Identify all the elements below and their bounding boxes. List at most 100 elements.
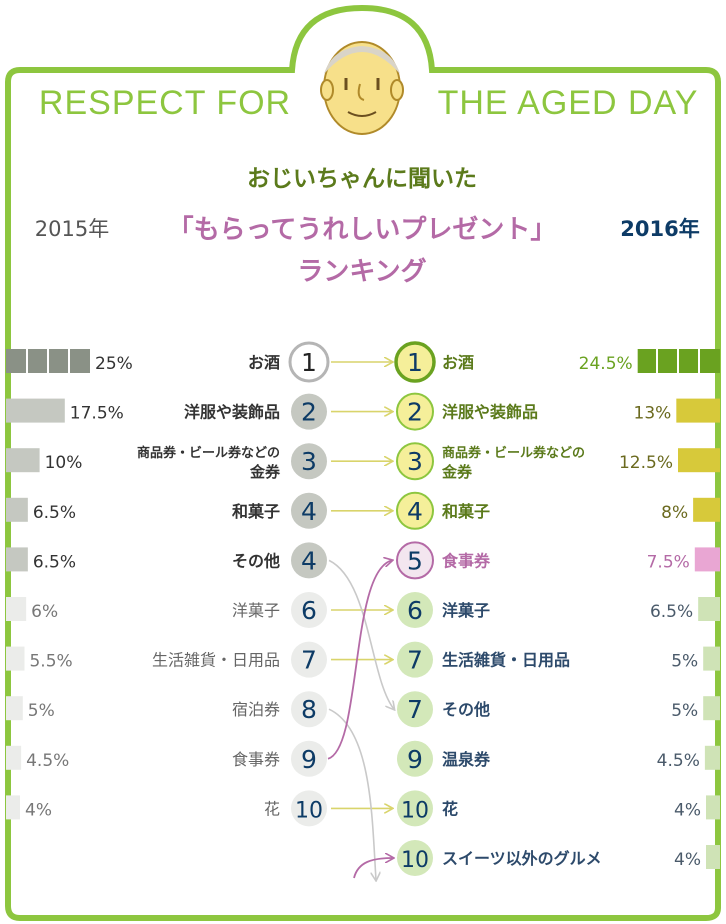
rank-number-2016: 6 [407, 596, 423, 625]
value-2015: 4% [25, 800, 52, 820]
label-2016: 金券 [441, 463, 473, 481]
bar-2016 [678, 448, 720, 473]
value-2016: 5% [671, 701, 698, 721]
value-2016: 12.5% [619, 453, 673, 473]
rank-number-2015: 4 [301, 497, 317, 526]
rank-circle-2015 [291, 691, 327, 728]
rank-number-2016: 9 [407, 745, 423, 774]
rank-number-2016: 2 [407, 398, 423, 427]
value-2016: 4% [674, 800, 701, 820]
rank-circle-2015 [291, 492, 327, 529]
value-2015: 6.5% [33, 503, 76, 523]
label-2016: その他 [442, 700, 490, 719]
rank-circle-2016 [396, 491, 434, 530]
bar-2015 [6, 795, 20, 820]
heading-line2: ランキング [297, 257, 426, 287]
rank-number-2015: 4 [301, 546, 317, 575]
value-2016: 13% [634, 404, 672, 424]
label-2016: 洋菓子 [442, 601, 490, 620]
rank-circle-2016 [396, 392, 434, 431]
rank-circle-2016 [397, 641, 433, 678]
rank-circle-2016 [396, 442, 434, 481]
label-2015: 洋服や装飾品 [184, 403, 280, 422]
rank-number-2015: 1 [301, 348, 317, 377]
rank-number-2015: 9 [301, 745, 317, 774]
rank-number-2016: 7 [407, 695, 423, 724]
bar-2015 [6, 745, 22, 770]
bar-2016 [698, 597, 720, 621]
label-2016: 和菓子 [442, 502, 490, 521]
value-2015: 5.5% [29, 652, 72, 672]
label-2015: 洋菓子 [232, 601, 280, 620]
bar-2016 [706, 795, 720, 820]
rank-circle-2015 [291, 740, 327, 777]
label-2016: お酒 [442, 353, 474, 372]
bar-2016 [693, 497, 720, 522]
label-2015: 食事券 [232, 750, 280, 769]
label-2015: 生活雑貨・日用品 [152, 651, 280, 670]
rank-circle-2015 [291, 790, 327, 827]
rank-circle-2015 [288, 341, 330, 383]
rank-circle-2016 [396, 541, 434, 580]
bar-2015 [6, 646, 25, 671]
rank-circle-2016 [397, 840, 433, 876]
label-2015: お酒 [248, 353, 280, 372]
value-2016: 24.5% [579, 354, 633, 374]
value-2016: 6.5% [650, 602, 693, 622]
rank-circle-2016 [394, 341, 436, 383]
rank-number-2015: 7 [301, 646, 317, 675]
rank-circle-2016 [397, 740, 433, 777]
bar-2015 [6, 398, 65, 423]
bar-2015 [6, 448, 40, 473]
rank-number-2015: 6 [301, 596, 317, 625]
bar-2015 [6, 547, 28, 572]
rank-circle-2015 [291, 592, 327, 628]
bar-2016 [694, 547, 720, 572]
rank-circle-2016 [397, 790, 433, 827]
rank-number-2016: 3 [407, 447, 423, 476]
label-2016: 洋服や装飾品 [442, 403, 538, 422]
rank-circle-2016 [397, 691, 433, 728]
bar-2016 [703, 646, 720, 671]
bar-2015 [6, 597, 27, 621]
value-2015: 17.5% [70, 404, 124, 424]
bar-2015 [6, 696, 23, 721]
label-2015: 和菓子 [232, 502, 280, 521]
rank-circle-2015 [291, 393, 327, 430]
value-2015: 6.5% [33, 552, 76, 572]
year-2015-label: 2015年 [35, 217, 109, 241]
label-2016: 食事券 [441, 551, 491, 570]
value-2015: 10% [45, 453, 83, 473]
year-2016-label: 2016年 [620, 217, 699, 241]
value-2015: 4.5% [26, 751, 69, 771]
bar-2016 [706, 845, 720, 869]
rank-number-2016: 4 [407, 497, 423, 526]
label-2016: 商品券・ビール券などの [442, 445, 585, 461]
bar-2015 [6, 497, 28, 522]
label-2015: 花 [264, 799, 280, 818]
label-2016: 生活雑貨・日用品 [442, 651, 570, 670]
rank-number-2016: 10 [401, 798, 429, 823]
label-2015: 金券 [249, 463, 281, 481]
title-right: THE AGED DAY [438, 84, 699, 122]
rank-circle-2015 [291, 542, 327, 579]
label-2016: 花 [442, 799, 458, 818]
rank-number-2015: 3 [301, 447, 317, 476]
label-2015: その他 [232, 551, 280, 570]
rank-arrow [328, 559, 394, 709]
value-2016: 4% [674, 850, 701, 870]
grandpa-face-icon [320, 41, 404, 135]
subtitle: おじいちゃんに聞いた [247, 166, 477, 192]
rank-number-2016: 10 [401, 848, 429, 873]
rank-circle-2015 [291, 443, 327, 480]
value-2016: 5% [671, 652, 698, 672]
value-2015: 6% [31, 602, 58, 622]
bar-2016 [704, 745, 720, 770]
rank-number-2015: 8 [301, 695, 317, 724]
label-2016: スイーツ以外のグルメ [442, 849, 602, 868]
value-2016: 4.5% [657, 751, 700, 771]
